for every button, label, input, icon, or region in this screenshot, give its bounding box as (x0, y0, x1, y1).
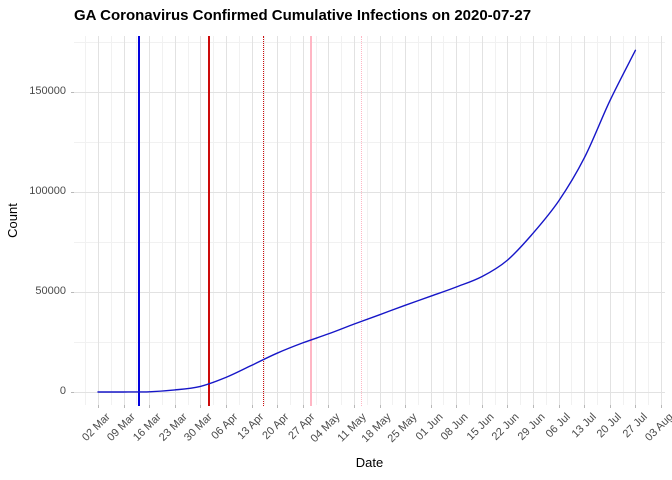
x-tick-mark (225, 405, 227, 408)
event-vline (207, 36, 210, 406)
x-tick-mark (456, 405, 458, 408)
x-tick-mark (149, 405, 151, 408)
x-grid-minor (648, 36, 650, 405)
x-tick-mark (661, 405, 663, 408)
y-tick-mark (71, 92, 74, 93)
x-tick-mark (533, 405, 535, 408)
x-tick-label: 01 Jun (413, 411, 446, 443)
y-grid-minor (74, 142, 665, 143)
y-grid-major (74, 92, 665, 93)
x-tick-label: 15 Jun (464, 411, 497, 443)
y-tick-mark (71, 192, 74, 193)
x-tick-label: 29 Jun (515, 411, 548, 443)
y-grid-minor (74, 342, 665, 343)
y-tick-label: 100000 (29, 185, 66, 197)
x-tick-label: 22 Jun (490, 411, 522, 443)
y-grid-major (74, 192, 665, 193)
x-tick-mark (251, 405, 253, 408)
x-tick-mark (430, 405, 432, 408)
x-tick-label: 23 Mar (156, 411, 190, 444)
y-grid-major (74, 392, 665, 393)
x-tick-mark (328, 405, 330, 408)
x-tick-mark (277, 405, 279, 408)
x-tick-mark (558, 405, 560, 408)
y-tick-label: 0 (59, 385, 66, 397)
x-tick-mark (98, 405, 99, 408)
x-tick-mark (353, 405, 355, 408)
x-tick-mark (507, 405, 509, 408)
x-tick-label: 08 Jun (438, 411, 471, 443)
y-grid-minor (74, 242, 665, 243)
x-tick-label: 13 Apr (235, 411, 267, 442)
x-tick-mark (405, 405, 407, 408)
x-tick-label: 06 Apr (209, 411, 241, 442)
x-tick-label: 06 Jul (543, 411, 574, 441)
event-vline (138, 36, 141, 406)
x-tick-mark (481, 405, 483, 408)
y-grid-minor (74, 42, 665, 43)
y-tick-label: 150000 (29, 85, 66, 97)
x-tick-mark (635, 405, 637, 408)
x-grid-minor (85, 36, 87, 405)
x-tick-label: 13 Jul (569, 411, 599, 441)
y-tick-label: 50000 (35, 285, 66, 297)
x-tick-mark (379, 405, 381, 408)
y-grid-major (74, 292, 665, 293)
x-axis-title: Date (355, 455, 384, 470)
chart-title: GA Coronavirus Confirmed Cumulative Infe… (74, 7, 532, 24)
event-vline (361, 36, 363, 406)
y-axis-title: Count (4, 203, 20, 238)
x-tick-label: 20 Jul (595, 411, 625, 441)
x-tick-mark (200, 405, 202, 408)
x-tick-mark (174, 405, 176, 408)
event-vline (310, 36, 313, 406)
x-tick-mark (123, 405, 125, 408)
y-tick-mark (71, 392, 74, 393)
event-vline (262, 36, 264, 406)
y-tick-mark (71, 292, 74, 293)
x-tick-mark (584, 405, 586, 408)
x-tick-label: 20 Apr (260, 411, 292, 442)
x-tick-mark (609, 405, 611, 408)
x-tick-label: 16 Mar (130, 411, 164, 444)
x-tick-label: 09 Mar (105, 411, 139, 444)
x-tick-mark (302, 405, 304, 408)
x-tick-label: 02 Mar (79, 411, 113, 444)
x-grid-major (661, 36, 663, 405)
